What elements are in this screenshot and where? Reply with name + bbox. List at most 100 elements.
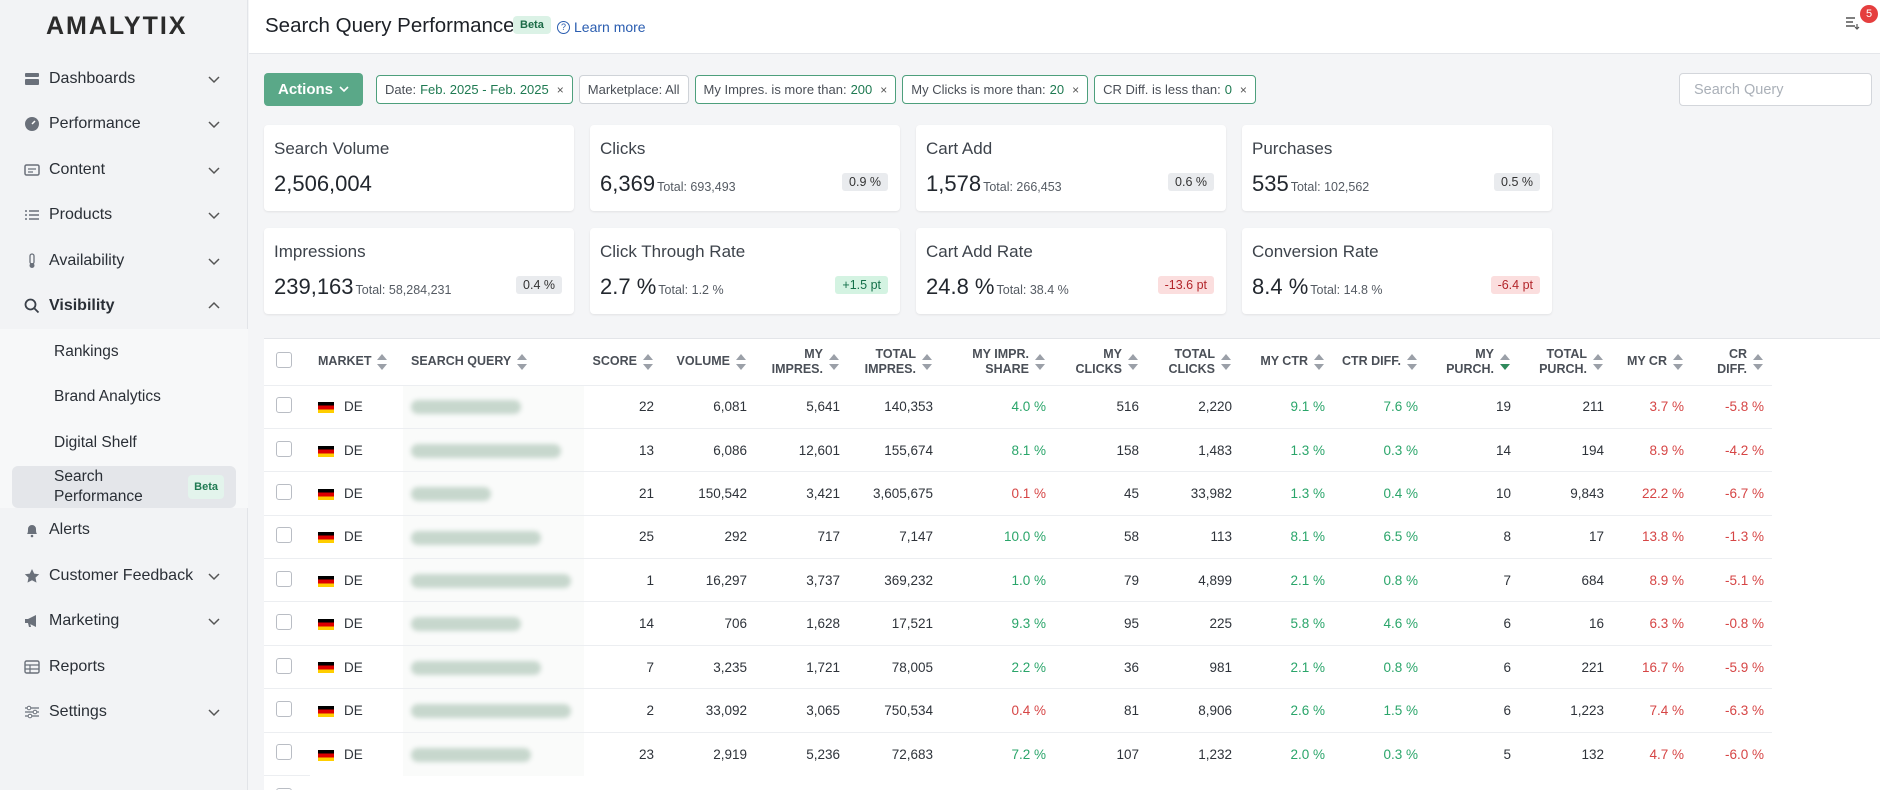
sort-icon[interactable] — [1407, 353, 1418, 370]
sidebar-subitem-digital-shelf[interactable]: Digital Shelf — [0, 420, 248, 466]
kpi-card-purchases: Purchases 535 Total: 102,562 0.5 % — [1242, 125, 1552, 211]
column-header-my-cr[interactable]: MY CR — [1612, 339, 1692, 385]
table-row[interactable]: DE 1 16,297 3,737 369,232 1.0 % 79 4,899 2.1 % 0.… — [264, 558, 1772, 602]
filter-chip-my-clicks-is-more-than[interactable]: My Clicks is more than: 20 × — [902, 75, 1089, 104]
sidebar-item-content[interactable]: Content — [0, 147, 248, 193]
search-query-redacted — [411, 617, 521, 632]
row-checkbox[interactable] — [276, 657, 292, 674]
sidebar-item-availability[interactable]: Availability — [0, 238, 248, 284]
row-checkbox[interactable] — [276, 787, 292, 790]
close-icon[interactable]: × — [1239, 82, 1247, 97]
row-checkbox[interactable] — [276, 614, 292, 631]
search-query-cell[interactable] — [403, 471, 584, 516]
row-checkbox[interactable] — [276, 527, 292, 544]
sidebar-item-products[interactable]: Products — [0, 193, 248, 239]
search-query-cell[interactable] — [403, 427, 584, 472]
filter-chip-date[interactable]: Date: Feb. 2025 - Feb. 2025 × — [376, 75, 573, 104]
column-header-ctr-diff[interactable]: CTR DIFF. — [1333, 339, 1426, 385]
search-query-cell[interactable] — [403, 688, 584, 733]
search-query-cell[interactable] — [403, 384, 584, 429]
column-header-my-ctr[interactable]: MY CTR — [1240, 339, 1333, 385]
filter-chip-marketplace-all[interactable]: Marketplace: All — [578, 75, 689, 104]
sort-icon[interactable] — [922, 353, 933, 370]
table-row[interactable]: DE 7 3,235 1,721 78,005 2.2 % 36 981 2.1 % 0.8 % 6… — [264, 644, 1772, 689]
column-header-market[interactable]: MARKET — [310, 339, 403, 385]
filter-chip-label: My Impres. is more than: — [703, 82, 847, 97]
select-all-checkbox[interactable] — [276, 351, 292, 368]
close-icon[interactable]: × — [1072, 82, 1080, 97]
sidebar-item-performance[interactable]: Performance — [0, 102, 248, 148]
sidebar-item-settings[interactable]: Settings — [0, 690, 248, 736]
amalytix-logo[interactable]: AMALYTIX — [46, 12, 188, 40]
search-query-cell[interactable] — [403, 644, 584, 689]
close-icon[interactable]: × — [556, 82, 564, 97]
column-header-volume[interactable]: VOLUME — [662, 339, 755, 385]
table-row[interactable]: DE 22 6,081 5,641 140,353 4.0 % 516 2,220 9.1 % 7… — [264, 384, 1772, 429]
sort-icon[interactable] — [1593, 353, 1604, 370]
cr-diff-cell: -6.0 % — [1692, 731, 1772, 776]
sort-icon[interactable] — [1673, 353, 1684, 370]
table-row[interactable]: DE 2 33,092 3,065 750,534 0.4 % 81 8,906 2.6 % 1.… — [264, 688, 1772, 733]
row-checkbox[interactable] — [276, 440, 292, 457]
sort-icon[interactable] — [1753, 353, 1764, 370]
row-checkbox[interactable] — [276, 483, 292, 500]
kpi-label: Clicks — [600, 139, 646, 158]
sort-desc-icon[interactable] — [1500, 353, 1511, 370]
sort-icon[interactable] — [1128, 353, 1139, 370]
row-checkbox[interactable] — [276, 570, 292, 587]
column-header-my-impres[interactable]: MY IMPRES. — [755, 339, 848, 385]
row-checkbox[interactable] — [276, 744, 292, 761]
sidebar-item-marketing[interactable]: Marketing — [0, 599, 248, 645]
column-header-total-purch[interactable]: TOTAL PURCH. — [1519, 339, 1612, 385]
column-header-search-query[interactable]: SEARCH QUERY — [403, 339, 584, 385]
row-checkbox[interactable] — [276, 700, 292, 717]
sort-icon[interactable] — [829, 353, 840, 370]
sidebar-item-alerts[interactable]: Alerts — [0, 508, 248, 554]
sidebar-item-customer-feedback[interactable]: Customer Feedback — [0, 553, 248, 599]
table-row[interactable]: DE 14 706 1,628 17,521 9.3 % 95 225 5.8 % 4.6 % 6 1… — [264, 601, 1772, 646]
sidebar-subitem-search-performance[interactable]: Search Performance Beta — [12, 465, 236, 508]
search-query-cell[interactable] — [403, 601, 584, 646]
sort-icon[interactable] — [1314, 353, 1325, 370]
my-clicks-cell: 45 — [1054, 471, 1147, 516]
search-query-table: MARKET SEARCH QUERY SCORE VOLUME MY IMPRES. TO… — [264, 338, 1880, 790]
column-header-my-purch[interactable]: MY PURCH. — [1426, 339, 1519, 385]
sort-icon[interactable] — [643, 353, 654, 370]
table-row[interactable]: DE 21 150,542 3,421 3,605,675 0.1 % 45 33,982 1.… — [264, 471, 1772, 516]
my-impr-share-cell: 4.0 % — [941, 384, 1054, 429]
search-query-cell[interactable] — [403, 558, 584, 602]
table-row[interactable]: DE 25 292 717 7,147 10.0 % 58 113 8.1 % 6.5 % 8 17 1… — [264, 514, 1772, 559]
learn-more-link[interactable]: ? Learn more — [557, 19, 646, 35]
filter-chip-cr-diff-is-less-than[interactable]: CR Diff. is less than: 0 × — [1094, 75, 1256, 104]
column-header-cr-diff[interactable]: CR DIFF. — [1692, 339, 1772, 385]
search-query-cell[interactable] — [403, 731, 584, 776]
column-header-score[interactable]: SCORE — [584, 339, 662, 385]
column-header-my-clicks[interactable]: MY CLICKS — [1054, 339, 1147, 385]
close-icon[interactable]: × — [880, 82, 888, 97]
table-row[interactable]: DE 23 2,919 5,236 72,683 7.2 % 107 1,232 2.0 % 0.… — [264, 731, 1772, 776]
sidebar-subitem-rankings[interactable]: Rankings — [0, 329, 248, 375]
sidebar-item-visibility[interactable]: Visibility — [0, 284, 248, 330]
notifications-icon[interactable] — [1844, 14, 1860, 30]
sort-icon[interactable] — [1035, 353, 1046, 370]
kpi-value: 2.7 % Total: 1.2 % — [600, 274, 724, 300]
search-query-input[interactable]: Search Query — [1679, 73, 1872, 106]
sort-icon[interactable] — [377, 353, 388, 370]
table-row[interactable]: DE 13 6,086 12,601 155,674 8.1 % 158 1,483 1.3 %… — [264, 427, 1772, 472]
sort-icon[interactable] — [517, 353, 528, 370]
filter-chip-my-impres-is-more-than[interactable]: My Impres. is more than: 200 × — [694, 75, 897, 104]
sort-icon[interactable] — [1221, 353, 1232, 370]
ctr-diff-cell: 6.5 % — [1333, 514, 1426, 559]
sidebar-item-reports[interactable]: Reports — [0, 644, 248, 690]
row-checkbox[interactable] — [276, 397, 292, 414]
actions-button[interactable]: Actions — [264, 73, 364, 106]
sort-icon[interactable] — [736, 353, 747, 370]
search-query-cell[interactable] — [403, 514, 584, 559]
filter-chip-value: 200 — [850, 82, 873, 97]
kpi-label: Cart Add — [926, 139, 993, 158]
column-header-my-impr-share[interactable]: MY IMPR. SHARE — [941, 339, 1054, 385]
sidebar-item-dashboards[interactable]: Dashboards — [0, 56, 248, 102]
sidebar-subitem-brand-analytics[interactable]: Brand Analytics — [0, 375, 248, 421]
column-header-total-impres[interactable]: TOTAL IMPRES. — [848, 339, 941, 385]
column-header-total-clicks[interactable]: TOTAL CLICKS — [1147, 339, 1240, 385]
